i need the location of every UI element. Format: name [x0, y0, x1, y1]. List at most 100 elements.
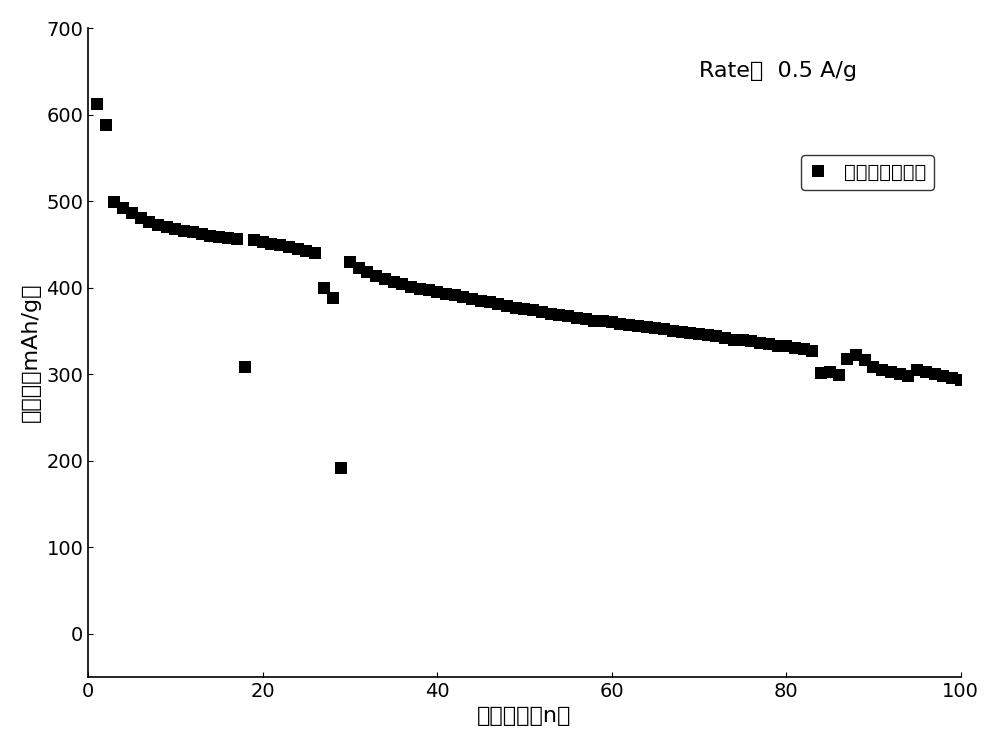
再生金属硫化物: [438, 288, 454, 300]
再生金属硫化物: [927, 368, 943, 380]
再生金属硫化物: [499, 300, 515, 311]
再生金属硫化物: [778, 341, 794, 353]
再生金属硫化物: [167, 223, 183, 235]
再生金属硫化物: [263, 238, 279, 249]
再生金属硫化物: [394, 279, 410, 291]
再生金属硫化物: [848, 349, 864, 361]
再生金属硫化物: [211, 231, 227, 243]
再生金属硫化物: [595, 315, 611, 327]
再生金属硫化物: [900, 370, 916, 382]
再生金属硫化物: [202, 230, 218, 242]
再生金属硫化物: [892, 368, 908, 380]
再生金属硫化物: [115, 202, 131, 214]
再生金属硫化物: [874, 364, 890, 376]
再生金属硫化物: [944, 372, 960, 384]
再生金属硫化物: [865, 362, 881, 374]
再生金属硫化物: [150, 220, 166, 232]
再生金属硫化物: [674, 326, 690, 338]
再生金属硫化物: [106, 196, 122, 208]
再生金属硫化物: [447, 290, 463, 302]
再生金属硫化物: [822, 367, 838, 379]
再生金属硫化物: [586, 314, 602, 326]
再生金属硫化物: [316, 282, 332, 294]
再生金属硫化物: [770, 340, 786, 352]
再生金属硫化物: [534, 306, 550, 318]
再生金属硫化物: [307, 247, 323, 259]
再生金属硫化物: [735, 335, 751, 347]
再生金属硫化物: [98, 120, 114, 131]
再生金属硫化物: [351, 262, 367, 274]
再生金属硫化物: [220, 232, 236, 244]
再生金属硫化物: [569, 312, 585, 324]
再生金属硫化物: [464, 293, 480, 305]
再生金属硫化物: [421, 285, 437, 297]
再生金属硫化物: [159, 221, 175, 233]
再生金属硫化物: [194, 228, 210, 240]
再生金属硫化物: [176, 225, 192, 237]
再生金属硫化物: [525, 304, 541, 316]
再生金属硫化物: [368, 270, 384, 282]
再生金属硫化物: [141, 216, 157, 228]
再生金属硫化物: [813, 368, 829, 379]
再生金属硫化物: [543, 308, 559, 320]
再生金属硫化物: [935, 370, 951, 382]
再生金属硫化物: [604, 316, 620, 328]
再生金属硫化物: [612, 318, 628, 330]
再生金属硫化物: [647, 323, 663, 335]
再生金属硫化物: [325, 292, 341, 304]
再生金属硫化物: [386, 276, 402, 288]
再生金属硫化物: [412, 282, 428, 294]
再生金属硫化物: [272, 239, 288, 251]
再生金属硫化物: [333, 462, 349, 474]
再生金属硫化物: [796, 343, 812, 355]
再生金属硫化物: [133, 211, 149, 223]
再生金属硫化物: [403, 281, 419, 293]
再生金属硫化物: [743, 335, 759, 347]
再生金属硫化物: [804, 345, 820, 357]
再生金属硫化物: [429, 286, 445, 298]
再生金属硫化物: [255, 236, 271, 248]
X-axis label: 循环圈数（n）: 循环圈数（n）: [477, 706, 572, 726]
再生金属硫化物: [630, 320, 646, 332]
再生金属硫化物: [639, 321, 655, 333]
Y-axis label: 比容量（mAh/g）: 比容量（mAh/g）: [21, 283, 41, 422]
再生金属硫化物: [455, 291, 471, 303]
Legend: 再生金属硫化物: 再生金属硫化物: [801, 155, 934, 190]
再生金属硫化物: [578, 313, 594, 325]
再生金属硫化物: [857, 354, 873, 366]
再生金属硫化物: [377, 273, 393, 285]
再生金属硫化物: [726, 334, 742, 346]
再生金属硫化物: [761, 338, 777, 350]
再生金属硫化物: [909, 364, 925, 376]
再生金属硫化物: [717, 332, 733, 344]
再生金属硫化物: [229, 233, 245, 245]
再生金属硫化物: [621, 319, 637, 331]
再生金属硫化物: [473, 295, 489, 307]
Text: Rate：  0.5 A/g: Rate： 0.5 A/g: [699, 61, 857, 81]
再生金属硫化物: [359, 266, 375, 278]
再生金属硫化物: [124, 208, 140, 220]
再生金属硫化物: [682, 326, 698, 338]
再生金属硫化物: [281, 241, 297, 253]
再生金属硫化物: [787, 342, 803, 354]
再生金属硫化物: [691, 327, 707, 339]
再生金属硫化物: [831, 369, 847, 381]
再生金属硫化物: [752, 337, 768, 349]
再生金属硫化物: [516, 303, 532, 315]
再生金属硫化物: [918, 367, 934, 379]
再生金属硫化物: [508, 302, 524, 314]
再生金属硫化物: [708, 330, 724, 342]
再生金属硫化物: [839, 353, 855, 365]
再生金属硫化物: [953, 374, 969, 386]
再生金属硫化物: [700, 329, 716, 341]
再生金属硫化物: [342, 255, 358, 267]
再生金属硫化物: [246, 234, 262, 246]
再生金属硫化物: [883, 367, 899, 379]
再生金属硫化物: [482, 297, 498, 309]
再生金属硫化物: [185, 226, 201, 238]
再生金属硫化物: [298, 246, 314, 258]
再生金属硫化物: [551, 309, 567, 321]
再生金属硫化物: [237, 362, 253, 374]
再生金属硫化物: [665, 325, 681, 337]
再生金属硫化物: [290, 243, 306, 255]
